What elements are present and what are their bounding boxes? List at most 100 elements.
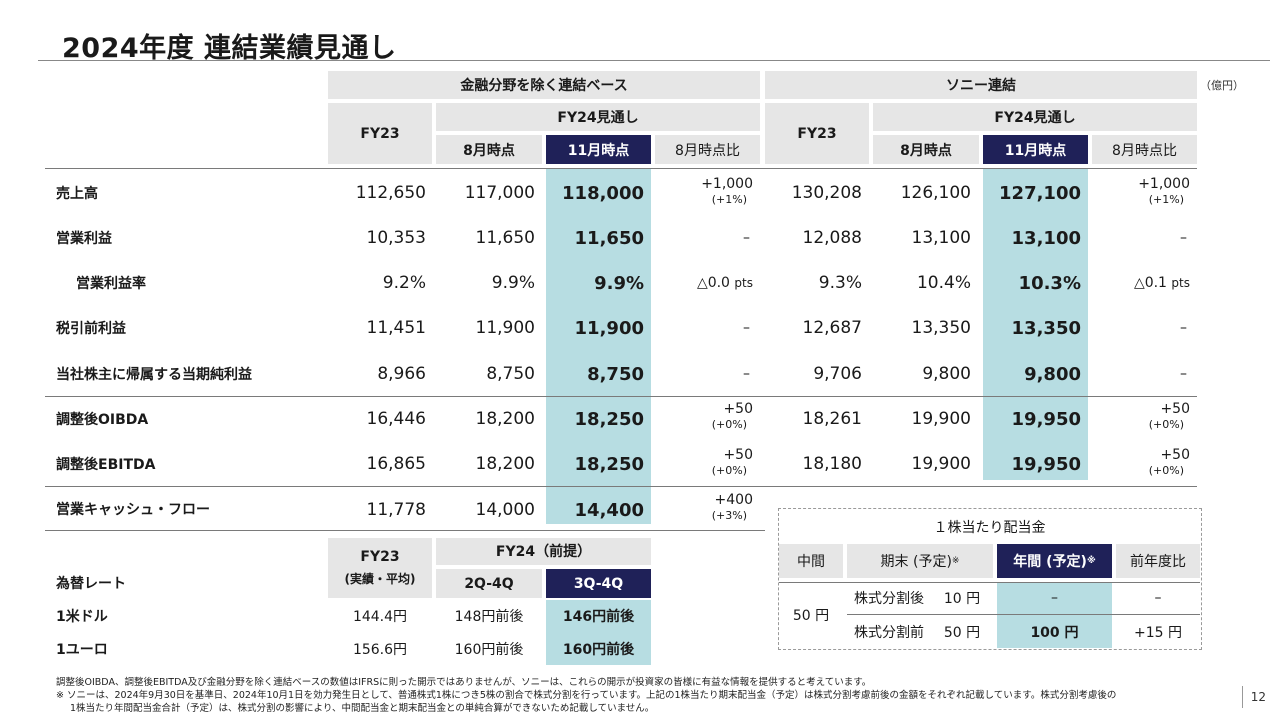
cell: 16,446 bbox=[366, 409, 426, 429]
highlight-column-nov-a bbox=[546, 168, 651, 524]
cell: 9,706 bbox=[813, 364, 862, 384]
cell: 14,000 bbox=[475, 500, 535, 520]
cell: 112,650 bbox=[355, 183, 426, 203]
page-title: 2024年度 連結業績見通し bbox=[62, 33, 397, 64]
diff-value: – bbox=[743, 366, 750, 382]
row-label-operating-cash-flow: 営業キャッシュ・フロー bbox=[56, 502, 210, 518]
diff-value: △0.0 bbox=[696, 275, 730, 291]
group-header-excl-financial: 金融分野を除く連結ベース bbox=[328, 71, 760, 99]
diff-value: – bbox=[1180, 366, 1187, 382]
header-vs-aug-a: 8月時点比 bbox=[655, 135, 760, 164]
diff: +400 (+3%) bbox=[655, 493, 753, 523]
diff-value: +50 bbox=[1160, 447, 1190, 463]
diff-unit: pts bbox=[1171, 276, 1190, 290]
header-fy23-a: FY23 bbox=[328, 103, 432, 164]
cell: 11,451 bbox=[366, 318, 426, 338]
row-label-adjusted-ebitda: 調整後EBITDA bbox=[56, 457, 156, 473]
header-vs-aug-b: 8月時点比 bbox=[1092, 135, 1197, 164]
dividend-before-yoy: +15 円 bbox=[1134, 625, 1182, 641]
diff: +1,000 (+1%) bbox=[1092, 177, 1190, 207]
diff-pct: (+0%) bbox=[711, 464, 747, 477]
cell: 8,966 bbox=[377, 364, 426, 384]
footnote-split: ※ ソニーは、2024年9月30日を基準日、2024年10月1日を効力発生日とし… bbox=[56, 690, 1117, 701]
cell: 19,950 bbox=[1011, 408, 1081, 430]
header-nov-b: 11月時点 bbox=[983, 135, 1088, 164]
cell: 18,200 bbox=[475, 409, 535, 429]
row-label-sales: 売上高 bbox=[56, 186, 98, 202]
cell: 9,800 bbox=[922, 364, 971, 384]
diff: △0.1 pts bbox=[1092, 268, 1190, 298]
cell: 127,100 bbox=[999, 182, 1081, 204]
footnote-ifrs: 調整後OIBDA、調整後EBITDA及び金融分野を除く連結ベースの数値はIFRS… bbox=[56, 677, 872, 688]
diff-value: △0.1 bbox=[1133, 275, 1167, 291]
diff: △0.0 pts bbox=[655, 268, 753, 298]
cell: 13,100 bbox=[911, 228, 971, 248]
row-rule bbox=[45, 168, 1197, 169]
row-rule bbox=[45, 396, 1197, 397]
row-label-net-income: 当社株主に帰属する当期純利益 bbox=[56, 367, 252, 383]
diff-value: – bbox=[743, 230, 750, 246]
diff-value: +50 bbox=[723, 401, 753, 417]
cell: 11,778 bbox=[366, 500, 426, 520]
header-fy23-b: FY23 bbox=[765, 103, 869, 164]
page-number: 12 bbox=[1250, 690, 1266, 704]
fx-cell: 146円前後 bbox=[562, 609, 635, 625]
dividend-highlight bbox=[997, 582, 1112, 648]
diff-value: – bbox=[743, 320, 750, 336]
cell: 19,950 bbox=[1011, 453, 1081, 475]
cell: 11,900 bbox=[475, 318, 535, 338]
diff-pct: (+1%) bbox=[711, 193, 747, 206]
diff-value: +1,000 bbox=[1138, 176, 1190, 192]
dividend-header-annual: 年間 (予定) ※ bbox=[997, 544, 1112, 578]
cell: 10.3% bbox=[1018, 272, 1081, 294]
cell: 12,088 bbox=[802, 228, 862, 248]
header-fy24-a: FY24見通し bbox=[436, 103, 760, 131]
cell: 13,100 bbox=[1011, 227, 1081, 249]
cell: 11,650 bbox=[475, 228, 535, 248]
diff-value: +400 bbox=[714, 492, 753, 508]
fx-label: 為替レート bbox=[56, 576, 126, 592]
dividend-header-interim: 中間 bbox=[779, 544, 843, 578]
diff-value: – bbox=[1180, 230, 1187, 246]
fx-cell: 160円前後 bbox=[562, 642, 635, 658]
diff: +50 (+0%) bbox=[1092, 448, 1190, 478]
cell: 9,800 bbox=[1024, 363, 1081, 385]
cell: 18,250 bbox=[574, 453, 644, 475]
cell: 130,208 bbox=[791, 183, 862, 203]
diff-pct: (+0%) bbox=[1148, 418, 1184, 431]
dividend-before-label: 株式分割前 bbox=[854, 625, 924, 641]
fx-row-label-usd: 1米ドル bbox=[56, 609, 108, 625]
cell: 117,000 bbox=[464, 183, 535, 203]
diff-pct: (+0%) bbox=[1148, 464, 1184, 477]
cell: 9.9% bbox=[594, 272, 644, 294]
dividend-title: １株当たり配当金 bbox=[933, 520, 1046, 536]
cell: 9.9% bbox=[491, 273, 535, 293]
cell: 13,350 bbox=[1011, 317, 1081, 339]
cell: 10,353 bbox=[366, 228, 426, 248]
cell: 8,750 bbox=[486, 364, 535, 384]
cell: 13,350 bbox=[911, 318, 971, 338]
cell: 118,000 bbox=[562, 182, 644, 204]
diff: +1,000 (+1%) bbox=[655, 177, 753, 207]
dividend-before-end: 50 円 bbox=[943, 625, 981, 641]
unit-label: （億円） bbox=[1200, 79, 1244, 92]
cell: 19,900 bbox=[911, 409, 971, 429]
cell: 126,100 bbox=[900, 183, 971, 203]
row-rule bbox=[847, 614, 1200, 615]
row-rule bbox=[45, 530, 765, 531]
dividend-after-yoy: – bbox=[1154, 590, 1162, 606]
diff: +50 (+0%) bbox=[1092, 402, 1190, 432]
fx-header-fy23: FY23 (実績・平均) bbox=[328, 538, 432, 598]
cell: 18,250 bbox=[574, 408, 644, 430]
fx-highlight bbox=[546, 600, 651, 665]
row-label-pretax-income: 税引前利益 bbox=[56, 321, 126, 337]
cell: 18,180 bbox=[802, 454, 862, 474]
diff: +50 (+0%) bbox=[655, 448, 753, 478]
fx-header-fy24: FY24（前提） bbox=[436, 538, 651, 565]
title-divider bbox=[38, 60, 1270, 61]
diff-pct: (+0%) bbox=[711, 418, 747, 431]
cell: 9.2% bbox=[382, 273, 426, 293]
row-rule bbox=[779, 582, 1200, 583]
cell: 18,200 bbox=[475, 454, 535, 474]
diff-pct: (+3%) bbox=[711, 509, 747, 522]
